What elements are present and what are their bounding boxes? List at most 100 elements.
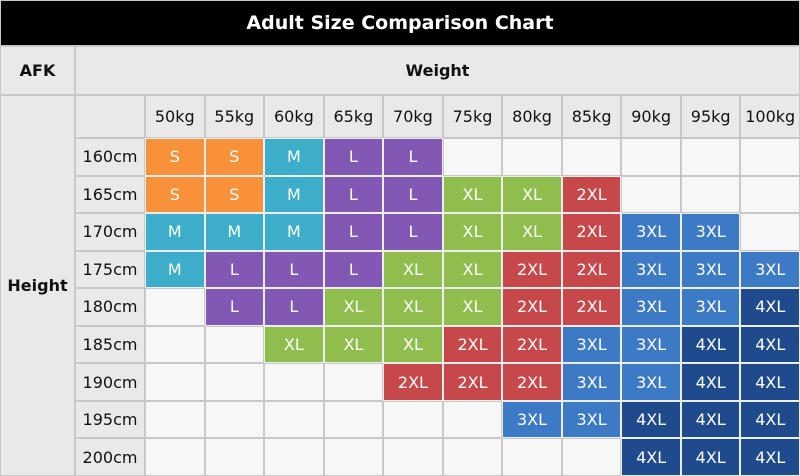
- size-cell: L: [383, 175, 443, 214]
- weight-label: 50kg: [145, 95, 205, 138]
- size-cell: 4XL: [680, 400, 741, 439]
- size-cell: 3XL: [680, 213, 741, 251]
- size-cell: S: [145, 138, 205, 176]
- size-cell: XL: [383, 288, 443, 326]
- size-cell: 4XL: [740, 325, 800, 364]
- blank-corner: [75, 95, 145, 138]
- empty-cell: [740, 175, 800, 214]
- size-cell: L: [204, 250, 265, 289]
- empty-cell: [502, 138, 562, 176]
- size-cell: 3XL: [561, 363, 622, 401]
- empty-cell: [264, 400, 324, 439]
- empty-cell: [204, 325, 265, 364]
- row-header: Height: [0, 95, 75, 476]
- size-cell: 2XL: [383, 363, 443, 401]
- empty-cell: [204, 400, 265, 439]
- height-label: 200cm: [75, 438, 145, 476]
- empty-cell: [740, 138, 800, 176]
- empty-cell: [621, 175, 681, 214]
- weight-label: 70kg: [383, 95, 443, 138]
- empty-cell: [264, 363, 324, 401]
- empty-cell: [502, 438, 562, 476]
- size-cell: L: [383, 213, 443, 251]
- empty-cell: [145, 363, 205, 401]
- size-cell: 4XL: [680, 325, 741, 364]
- height-label: 165cm: [75, 175, 145, 214]
- size-cell: L: [323, 213, 384, 251]
- size-cell: 4XL: [621, 400, 681, 439]
- height-label: 170cm: [75, 213, 145, 251]
- size-cell: 4XL: [740, 363, 800, 401]
- size-cell: 3XL: [621, 213, 681, 251]
- size-cell: 3XL: [561, 325, 622, 364]
- size-cell: 2XL: [442, 325, 503, 364]
- size-cell: M: [264, 138, 324, 176]
- size-cell: M: [204, 213, 265, 251]
- size-cell: XL: [502, 175, 562, 214]
- title: Adult Size Comparison Chart: [0, 0, 800, 46]
- size-cell: L: [323, 138, 384, 176]
- size-cell: 2XL: [561, 250, 622, 289]
- size-cell: XL: [502, 213, 562, 251]
- empty-cell: [680, 138, 741, 176]
- size-cell: 4XL: [680, 363, 741, 401]
- size-cell: 4XL: [680, 438, 741, 476]
- weight-label: 80kg: [502, 95, 562, 138]
- size-cell: 3XL: [680, 250, 741, 289]
- empty-cell: [561, 138, 622, 176]
- size-cell: 3XL: [740, 250, 800, 289]
- size-cell: 3XL: [680, 288, 741, 326]
- height-label: 195cm: [75, 400, 145, 439]
- weight-label: 65kg: [323, 95, 384, 138]
- corner-label: AFK: [0, 46, 75, 95]
- empty-cell: [145, 325, 205, 364]
- height-label: 185cm: [75, 325, 145, 364]
- size-cell: 2XL: [561, 175, 622, 214]
- size-cell: 4XL: [740, 438, 800, 476]
- size-cell: 2XL: [502, 325, 562, 364]
- empty-cell: [383, 438, 443, 476]
- empty-cell: [442, 438, 503, 476]
- size-cell: 3XL: [621, 250, 681, 289]
- size-cell: 3XL: [621, 363, 681, 401]
- size-cell: S: [204, 175, 265, 214]
- empty-cell: [442, 400, 503, 439]
- size-cell: M: [264, 213, 324, 251]
- size-cell: 4XL: [740, 400, 800, 439]
- size-cell: XL: [323, 325, 384, 364]
- weight-label: 90kg: [621, 95, 681, 138]
- empty-cell: [145, 400, 205, 439]
- empty-cell: [621, 138, 681, 176]
- empty-cell: [561, 438, 622, 476]
- size-cell: 2XL: [442, 363, 503, 401]
- empty-cell: [323, 363, 384, 401]
- size-cell: 4XL: [621, 438, 681, 476]
- weight-label: 75kg: [442, 95, 503, 138]
- size-cell: M: [264, 175, 324, 214]
- size-cell: 2XL: [502, 288, 562, 326]
- size-cell: XL: [264, 325, 324, 364]
- weight-label: 55kg: [204, 95, 265, 138]
- empty-cell: [145, 438, 205, 476]
- size-cell: M: [145, 250, 205, 289]
- height-label: 180cm: [75, 288, 145, 326]
- size-cell: L: [323, 175, 384, 214]
- size-cell: 3XL: [561, 400, 622, 439]
- weight-label: 100kg: [740, 95, 800, 138]
- size-cell: L: [323, 250, 384, 289]
- empty-cell: [145, 288, 205, 326]
- size-cell: 2XL: [502, 250, 562, 289]
- size-cell: 2XL: [502, 363, 562, 401]
- empty-cell: [442, 138, 503, 176]
- size-cell: 3XL: [621, 325, 681, 364]
- size-cell: 3XL: [502, 400, 562, 439]
- size-cell: XL: [442, 175, 503, 214]
- empty-cell: [680, 175, 741, 214]
- size-cell: 4XL: [740, 288, 800, 326]
- size-cell: L: [383, 138, 443, 176]
- size-cell: S: [145, 175, 205, 214]
- empty-cell: [204, 363, 265, 401]
- weight-label: 60kg: [264, 95, 324, 138]
- empty-cell: [740, 213, 800, 251]
